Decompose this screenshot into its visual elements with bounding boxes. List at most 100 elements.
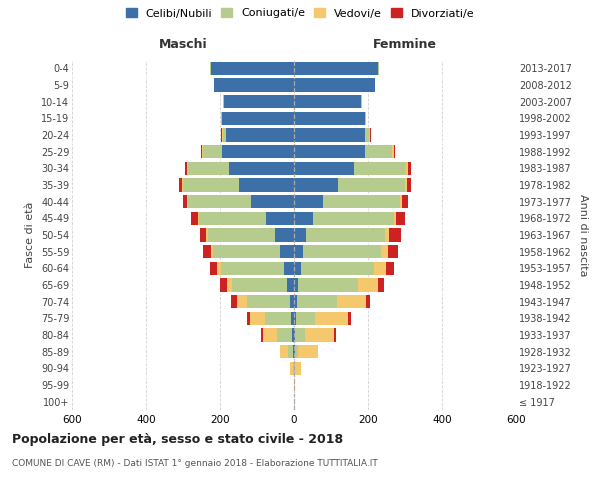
Bar [262, 328, 263, 342]
Bar [292, 328, 294, 342]
Bar [247, 312, 250, 325]
Bar [365, 128, 370, 141]
Bar [385, 228, 389, 241]
Bar [291, 312, 294, 325]
Bar [179, 178, 182, 192]
Bar [250, 312, 265, 325]
Bar [236, 295, 247, 308]
Bar [221, 262, 284, 275]
Bar [208, 228, 275, 241]
Bar [203, 145, 222, 158]
Bar [222, 145, 294, 158]
Bar [290, 295, 294, 308]
Bar [366, 295, 370, 308]
Bar [294, 345, 295, 358]
Bar [298, 345, 317, 358]
Bar [294, 212, 313, 225]
Bar [305, 328, 334, 342]
Bar [394, 145, 395, 158]
Bar [222, 112, 294, 125]
Bar [294, 95, 361, 108]
Bar [315, 312, 347, 325]
Bar [251, 195, 294, 208]
Bar [354, 162, 406, 175]
Bar [188, 195, 251, 208]
Bar [290, 362, 293, 375]
Bar [294, 112, 365, 125]
Bar [347, 312, 350, 325]
Bar [227, 278, 232, 291]
Bar [284, 262, 294, 275]
Bar [334, 328, 336, 342]
Bar [294, 162, 354, 175]
Bar [294, 312, 296, 325]
Bar [306, 228, 385, 241]
Bar [199, 212, 266, 225]
Bar [303, 245, 381, 258]
Bar [224, 95, 294, 108]
Bar [394, 212, 397, 225]
Bar [294, 62, 379, 75]
Bar [289, 345, 293, 358]
Bar [370, 128, 371, 141]
Text: Popolazione per età, sesso e stato civile - 2018: Popolazione per età, sesso e stato civil… [12, 432, 343, 446]
Bar [392, 145, 394, 158]
Bar [294, 78, 374, 92]
Bar [217, 262, 221, 275]
Bar [295, 328, 305, 342]
Bar [239, 178, 294, 192]
Bar [223, 95, 224, 108]
Bar [294, 378, 295, 392]
Bar [201, 145, 202, 158]
Bar [374, 262, 386, 275]
Bar [388, 245, 398, 258]
Text: Maschi: Maschi [158, 38, 208, 52]
Bar [338, 178, 405, 192]
Bar [294, 178, 338, 192]
Bar [183, 195, 187, 208]
Bar [389, 228, 401, 241]
Bar [323, 195, 400, 208]
Bar [185, 162, 187, 175]
Bar [223, 128, 226, 141]
Legend: Celibi/Nubili, Coniugati/e, Vedovi/e, Divorziati/e: Celibi/Nubili, Coniugati/e, Vedovi/e, Di… [125, 8, 475, 18]
Bar [381, 245, 388, 258]
Bar [337, 295, 366, 308]
Bar [182, 178, 183, 192]
Bar [275, 228, 294, 241]
Bar [361, 95, 362, 108]
Bar [358, 278, 377, 291]
Bar [200, 228, 206, 241]
Bar [405, 178, 407, 192]
Bar [191, 212, 198, 225]
Bar [202, 145, 203, 158]
Bar [211, 262, 217, 275]
Bar [263, 328, 277, 342]
Bar [294, 228, 306, 241]
Bar [397, 212, 404, 225]
Bar [220, 278, 227, 291]
Bar [386, 262, 394, 275]
Bar [301, 262, 374, 275]
Bar [295, 345, 298, 358]
Bar [226, 128, 294, 141]
Bar [365, 112, 366, 125]
Bar [214, 78, 294, 92]
Bar [298, 278, 358, 291]
Bar [409, 162, 411, 175]
Bar [401, 195, 407, 208]
Y-axis label: Anni di nascita: Anni di nascita [578, 194, 589, 276]
Bar [407, 178, 411, 192]
Bar [293, 345, 294, 358]
Bar [406, 162, 409, 175]
Bar [280, 245, 294, 258]
Bar [221, 128, 222, 141]
Bar [183, 178, 239, 192]
Bar [280, 345, 289, 358]
Bar [206, 228, 208, 241]
Bar [265, 312, 291, 325]
Bar [297, 295, 337, 308]
Bar [294, 128, 365, 141]
Bar [313, 212, 394, 225]
Bar [232, 278, 287, 291]
